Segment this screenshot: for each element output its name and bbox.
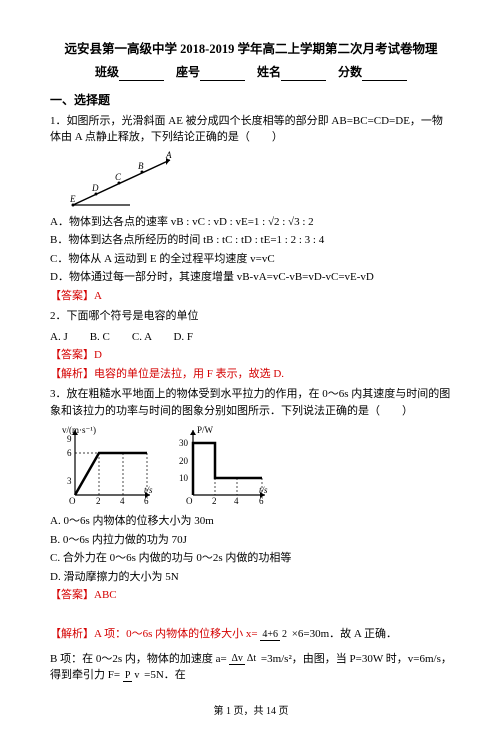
q3-figures: O 2 4 6 3 6 9 t/s v/(m·s⁻¹) O 2 4 6 10 2… [60, 425, 452, 507]
q3-opt-b: B. 0～6s 内拉力做的功为 70J [50, 532, 452, 549]
score-blank [362, 68, 407, 81]
svg-text:9: 9 [67, 434, 72, 444]
q3-stem: 3．放在粗糙水平地面上的物体受到水平拉力的作用，在 0～6s 内其速度与时间的图… [50, 386, 452, 419]
section-heading: 一、选择题 [50, 91, 452, 109]
svg-text:v/(m·s⁻¹): v/(m·s⁻¹) [62, 425, 96, 435]
frac-icon: 4+62 [260, 630, 289, 640]
svg-text:6: 6 [67, 448, 72, 458]
seat-blank [200, 68, 245, 81]
q3-options: A. 0～6s 内物体的位移大小为 30m B. 0～6s 内拉力做的功为 70… [50, 513, 452, 585]
svg-text:A: A [165, 150, 172, 160]
svg-text:10: 10 [179, 473, 189, 483]
svg-text:E: E [70, 194, 76, 204]
q1-figure: E D C B A [70, 150, 452, 210]
seat-label: 座号 [176, 65, 200, 79]
q3-answer: 【答案】ABC [50, 587, 452, 604]
svg-text:3: 3 [67, 476, 72, 486]
analysis-b-post: =5N．在 [144, 669, 186, 681]
analysis-b-pre: B 项：在 0～2s 内，物体的加速度 a= [50, 653, 227, 665]
q2-analysis: 【解析】电容的单位是法拉，用 F 表示，故选 D. [50, 366, 452, 383]
svg-text:6: 6 [259, 496, 264, 506]
svg-text:D: D [91, 183, 99, 193]
score-label: 分数 [338, 65, 362, 79]
q3-analysis-a: 【解析】A 项：0～6s 内物体的位移大小 x= 4+62 ×6=30m．故 A… [50, 626, 452, 643]
class-blank [119, 68, 164, 81]
svg-text:O: O [69, 496, 76, 506]
svg-text:C: C [115, 172, 122, 182]
q1-opt-c: C．物体从 A 运动到 E 的全过程平均速度 v=vC [50, 251, 452, 268]
doc-title: 远安县第一高级中学 2018-2019 学年高二上学期第二次月考试卷物理 [50, 40, 452, 59]
svg-text:4: 4 [120, 496, 125, 506]
doc-subhead: 班级 座号 姓名 分数 [50, 63, 452, 81]
q3-opt-a: A. 0～6s 内物体的位移大小为 30m [50, 513, 452, 530]
q3-fig1: O 2 4 6 3 6 9 t/s v/(m·s⁻¹) [60, 425, 155, 507]
q1-opt-b: B．物体到达各点所经历的时间 tB : tC : tD : tE=1 : 2 :… [50, 232, 452, 249]
q1-answer: 【答案】A [50, 288, 452, 305]
svg-text:2: 2 [212, 496, 217, 506]
svg-text:t/s: t/s [144, 485, 153, 495]
svg-text:30: 30 [179, 438, 189, 448]
q1-opt-a: A．物体到达各点的速率 vB : vC : vD : vE=1 : √2 : √… [50, 214, 452, 231]
name-label: 姓名 [257, 65, 281, 79]
q3-opt-d: D. 滑动摩擦力的大小为 5N [50, 569, 452, 586]
q1-opt-d: D．物体通过每一部分时，其速度增量 vB-vA=vC-vB=vD-vC=vE-v… [50, 269, 452, 286]
name-blank [281, 68, 326, 81]
frac-icon: Pv [123, 671, 142, 681]
q2-stem: 2．下面哪个符号是电容的单位 [50, 308, 452, 325]
svg-text:O: O [186, 496, 193, 506]
q3-opt-c: C. 合外力在 0～6s 内做的功与 0～2s 内做的功相等 [50, 550, 452, 567]
frac-icon: ΔvΔt [229, 654, 258, 664]
q3-analysis-b: B 项：在 0～2s 内，物体的加速度 a= ΔvΔt =3m/s²，由图，当 … [50, 651, 452, 684]
svg-text:B: B [138, 161, 144, 171]
q2-options: A. J B. C C. A D. F [50, 329, 452, 346]
q2-answer: 【答案】D [50, 347, 452, 364]
svg-text:2: 2 [96, 496, 101, 506]
svg-text:t/s: t/s [259, 485, 268, 495]
q1-stem: 1．如图所示，光滑斜面 AE 被分成四个长度相等的部分即 AB=BC=CD=DE… [50, 113, 452, 146]
class-label: 班级 [95, 65, 119, 79]
svg-text:6: 6 [144, 496, 149, 506]
analysis-a-post: ×6=30m．故 A 正确． [292, 628, 397, 640]
q1-options: A．物体到达各点的速率 vB : vC : vD : vE=1 : √2 : √… [50, 214, 452, 286]
page-footer: 第 1 页，共 14 页 [50, 704, 452, 719]
analysis-label: 【解析】A 项：0～6s 内物体的位移大小 x= [50, 628, 258, 640]
svg-text:20: 20 [179, 456, 189, 466]
svg-text:4: 4 [234, 496, 239, 506]
svg-text:P/W: P/W [197, 425, 214, 435]
q3-fig2: O 2 4 6 10 20 30 t/s P/W [175, 425, 270, 507]
